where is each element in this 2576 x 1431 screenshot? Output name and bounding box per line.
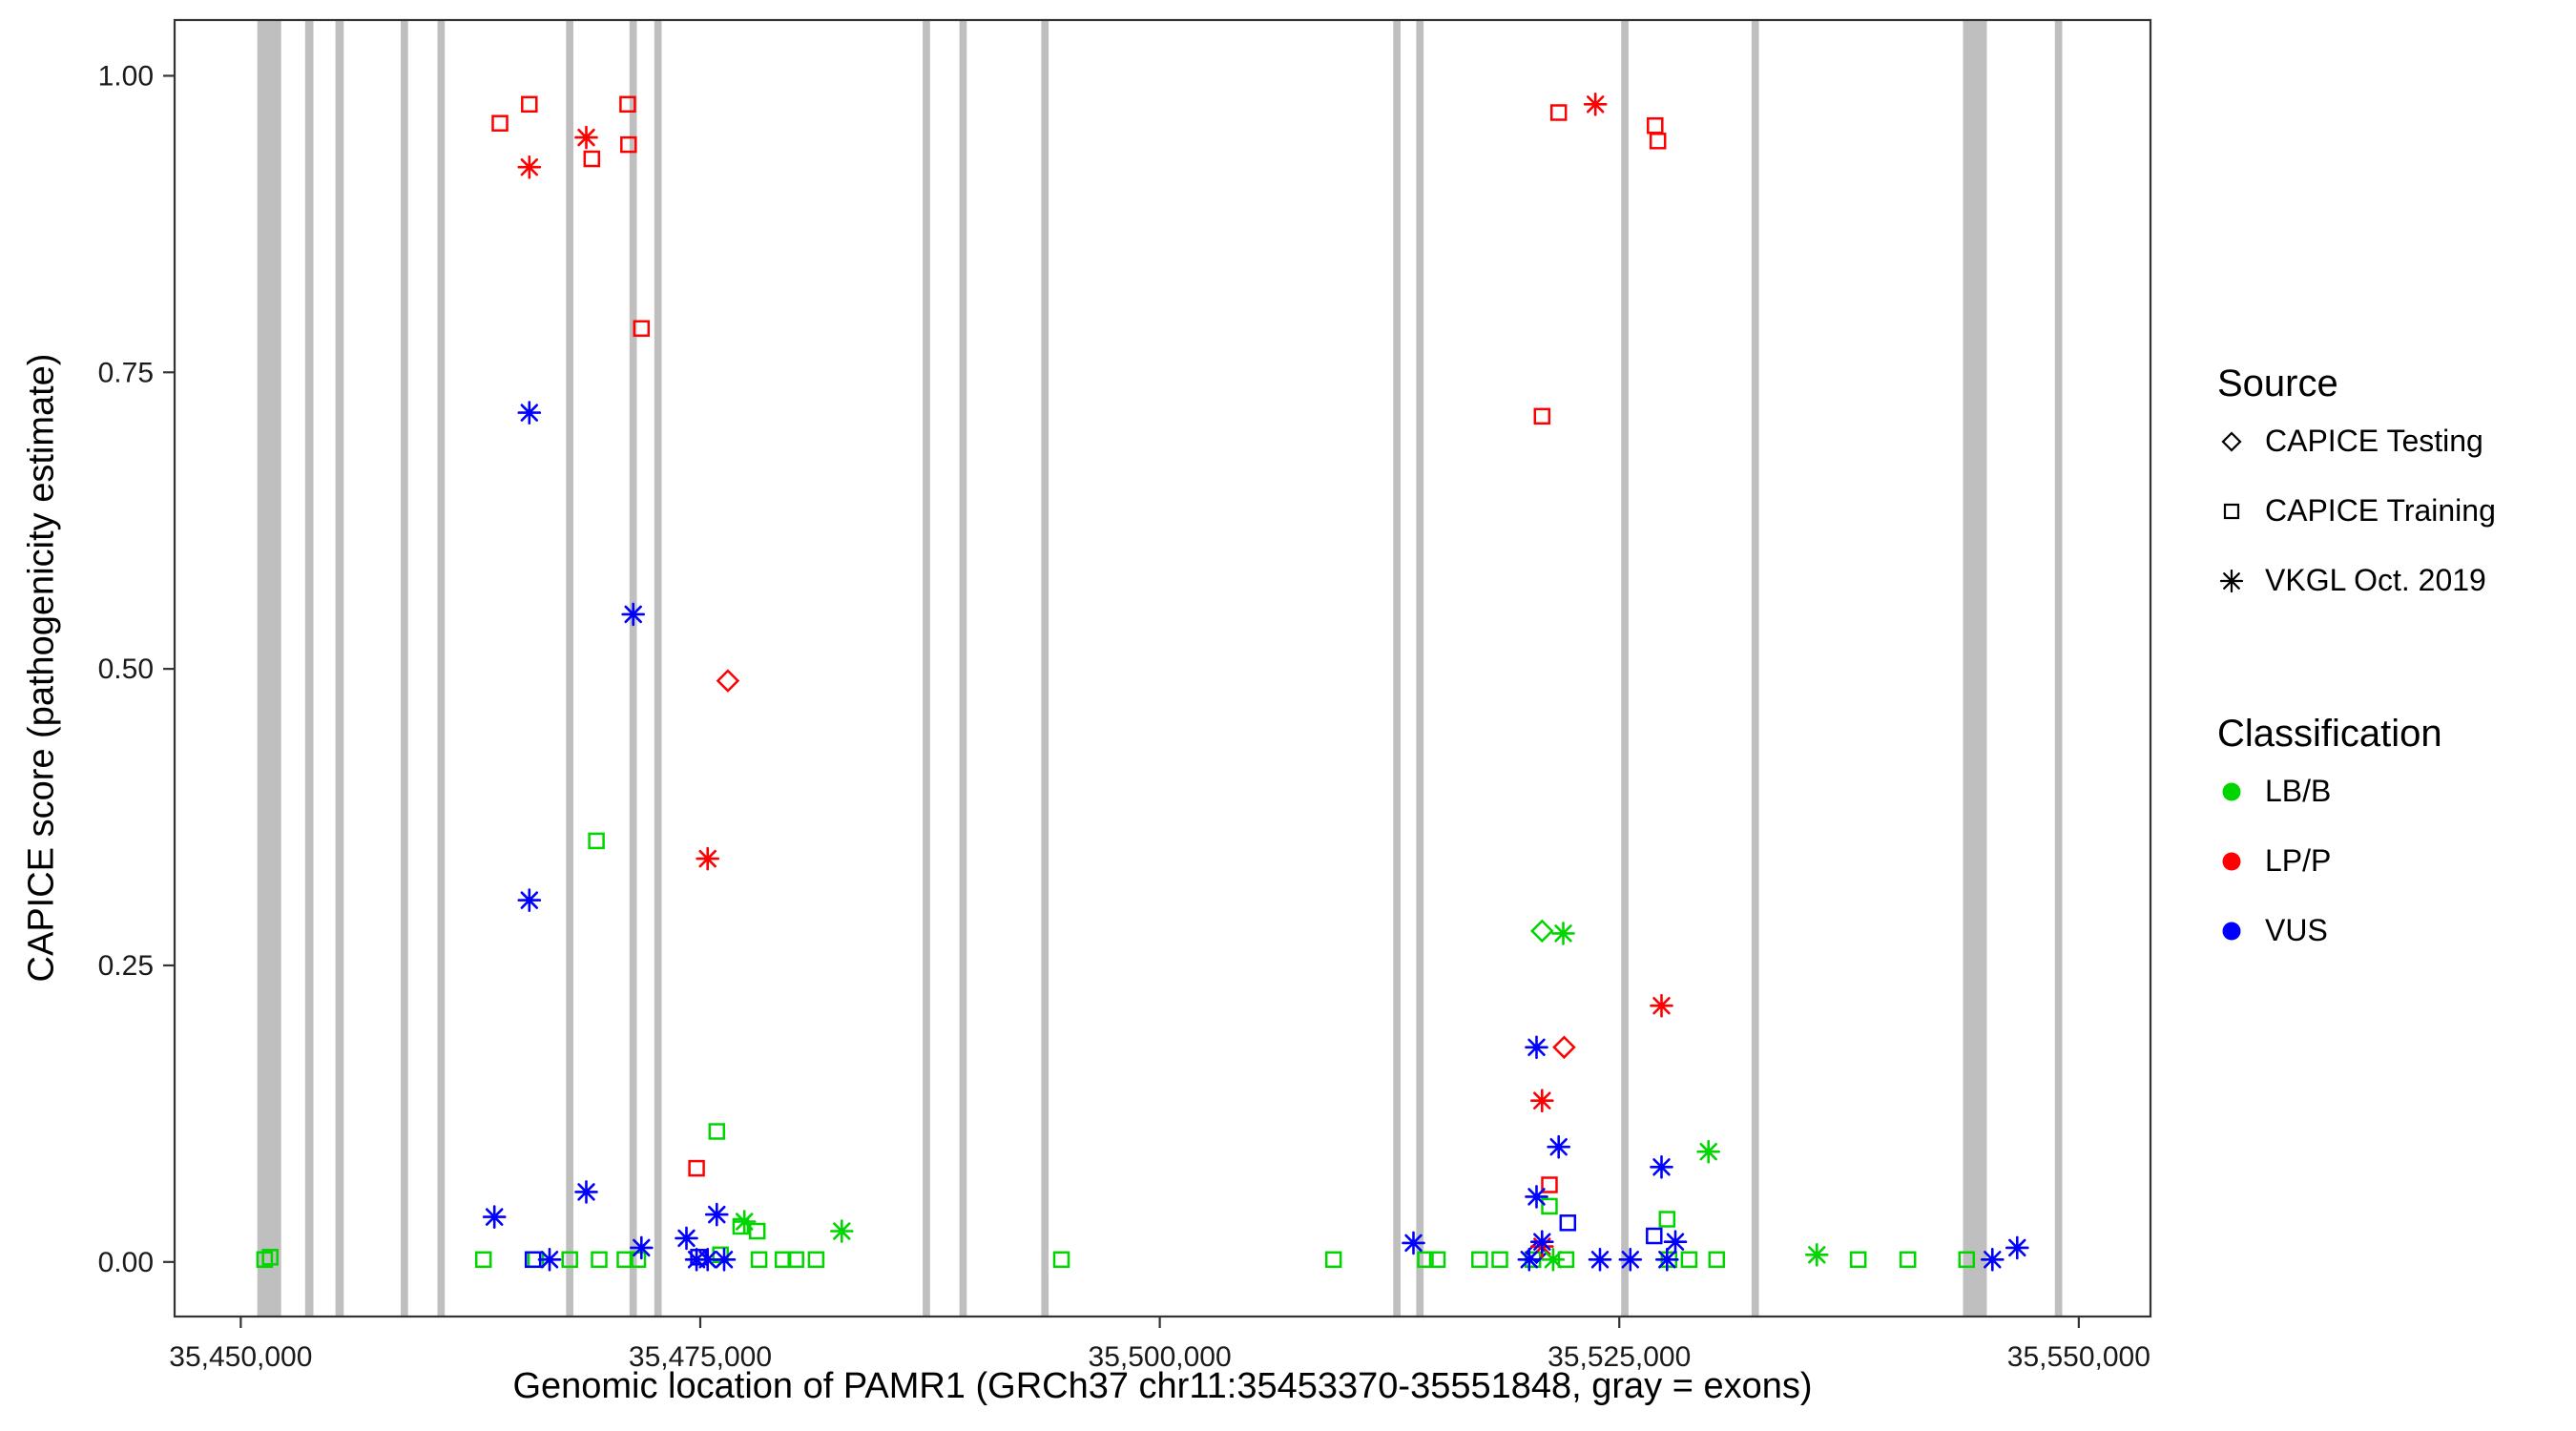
- legend-item-label: VKGL Oct. 2019: [2265, 563, 2486, 597]
- svg-text:0.50: 0.50: [98, 653, 154, 685]
- legend-item-label: LP/P: [2265, 843, 2332, 878]
- svg-text:35,500,000: 35,500,000: [1089, 1341, 1232, 1373]
- axes: 35,450,000 35,475,000 35,500,000 35,525,000…: [98, 60, 2150, 1373]
- svg-text:1.00: 1.00: [98, 60, 154, 92]
- legend-item-label: CAPICE Training: [2265, 493, 2496, 528]
- legend-item-label: LB/B: [2265, 774, 2332, 808]
- svg-text:35,550,000: 35,550,000: [2007, 1341, 2150, 1373]
- exon-bars: [257, 20, 2063, 1317]
- panel-border: [173, 18, 2152, 1318]
- red-dot-icon: [2217, 847, 2246, 876]
- legend-item-capice-testing: CAPICE Testing: [2217, 406, 2570, 476]
- svg-text:0.00: 0.00: [98, 1247, 154, 1278]
- blue-dot-icon: [2217, 917, 2246, 945]
- legend-item-label: VUS: [2265, 913, 2328, 947]
- y-axis-title: CAPICE score (pathogenicity estimate): [21, 353, 62, 983]
- legend-item-capice-training: CAPICE Training: [2217, 476, 2570, 546]
- data-points: [256, 93, 2029, 1272]
- legend-item-lpp: LP/P: [2217, 826, 2570, 896]
- square-marker-icon: [2217, 497, 2246, 526]
- svg-text:35,475,000: 35,475,000: [629, 1341, 772, 1373]
- green-dot-icon: [2217, 778, 2246, 806]
- svg-text:0.25: 0.25: [98, 950, 154, 982]
- svg-text:35,450,000: 35,450,000: [169, 1341, 312, 1373]
- legend-item-vus: VUS: [2217, 896, 2570, 965]
- legend-item-label: CAPICE Testing: [2265, 424, 2483, 458]
- diamond-marker-icon: [2217, 427, 2246, 456]
- x-axis-title: Genomic location of PAMR1 (GRCh37 chr11:…: [512, 1366, 1813, 1406]
- asterisk-marker-icon: [2217, 567, 2246, 595]
- legend-classification-title: Classification: [2217, 713, 2442, 755]
- legend-item-vkgl: VKGL Oct. 2019: [2217, 546, 2570, 615]
- svg-text:0.75: 0.75: [98, 357, 154, 388]
- svg-text:35,525,000: 35,525,000: [1548, 1341, 1691, 1373]
- legend-item-lbb: LB/B: [2217, 757, 2570, 826]
- legend: Source CAPICE Testing CAPICE Training VK…: [2217, 361, 2570, 965]
- legend-source-title: Source: [2217, 363, 2338, 404]
